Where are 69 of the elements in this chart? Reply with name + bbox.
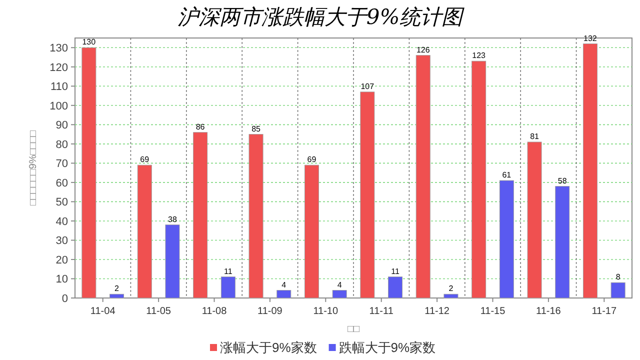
y-tick-label: 110	[50, 81, 68, 94]
bar	[388, 276, 403, 298]
y-tick-label: 20	[56, 254, 68, 266]
legend-label: 涨幅大于9%家数	[220, 340, 317, 355]
data-label: 69	[140, 155, 150, 164]
bar	[527, 142, 542, 298]
data-label: 58	[558, 176, 568, 186]
bar	[444, 294, 458, 298]
data-label: 2	[448, 284, 454, 294]
data-label: 4	[337, 280, 342, 290]
data-label: 130	[82, 38, 96, 47]
data-label: 107	[360, 82, 375, 91]
bar	[137, 164, 152, 298]
data-label: 11	[391, 266, 400, 276]
bar	[332, 290, 347, 298]
y-tick-label: 30	[56, 235, 68, 248]
bar	[220, 276, 236, 298]
bar	[555, 186, 570, 298]
x-tick-label: 11-09	[258, 306, 283, 317]
x-tick-label: 11-05	[146, 306, 172, 317]
bar	[416, 55, 430, 298]
bar	[610, 282, 626, 298]
y-axis-title: □□□□□□9%□□□□	[28, 130, 39, 206]
data-label: 123	[472, 51, 486, 60]
y-tick-label: 0	[62, 293, 68, 305]
y-tick-label: 40	[56, 216, 68, 228]
bar	[472, 60, 486, 298]
data-label: 126	[416, 45, 430, 54]
data-label: 2	[114, 284, 120, 294]
x-axis-title: □□	[347, 324, 360, 335]
bar	[193, 132, 208, 298]
x-tick-label: 11-11	[369, 306, 394, 317]
y-tick-label: 130	[50, 42, 68, 55]
bar	[82, 47, 96, 298]
bar	[276, 290, 292, 298]
x-tick-label: 11-16	[536, 306, 562, 317]
data-label: 132	[584, 34, 598, 43]
data-label: 11	[224, 266, 233, 276]
bar	[582, 44, 598, 298]
bar	[499, 180, 514, 298]
x-tick-label: 11-17	[592, 306, 617, 317]
x-tick-label: 11-12	[424, 306, 450, 317]
data-label: 61	[502, 170, 512, 180]
bar	[110, 294, 124, 298]
x-tick-label: 11-08	[202, 306, 228, 317]
data-label: 85	[252, 124, 262, 134]
y-tick-label: 90	[56, 120, 68, 132]
y-tick-label: 60	[56, 177, 68, 190]
bar	[248, 134, 264, 298]
x-tick-label: 11-15	[480, 306, 506, 317]
legend-label: 跌幅大于9%家数	[338, 340, 436, 355]
data-label: 81	[530, 132, 540, 141]
data-label: 4	[282, 280, 287, 290]
y-tick-label: 50	[56, 196, 68, 209]
x-tick-label: 11-10	[313, 306, 338, 317]
bar	[304, 164, 319, 298]
bar	[165, 224, 180, 298]
y-tick-label: 10	[56, 274, 68, 286]
data-label: 38	[168, 214, 178, 224]
y-tick-label: 70	[56, 158, 68, 170]
y-tick-label: 80	[56, 138, 68, 151]
y-tick-label: 120	[50, 62, 68, 74]
x-tick-label: 11-04	[90, 306, 116, 317]
data-label: 69	[307, 155, 317, 164]
data-label: 8	[616, 272, 621, 282]
data-label: 86	[196, 122, 206, 132]
chart-title: 沪深两市涨跌幅大于9%统计图	[177, 5, 465, 29]
y-tick-label: 100	[50, 100, 68, 112]
bar	[360, 92, 375, 298]
